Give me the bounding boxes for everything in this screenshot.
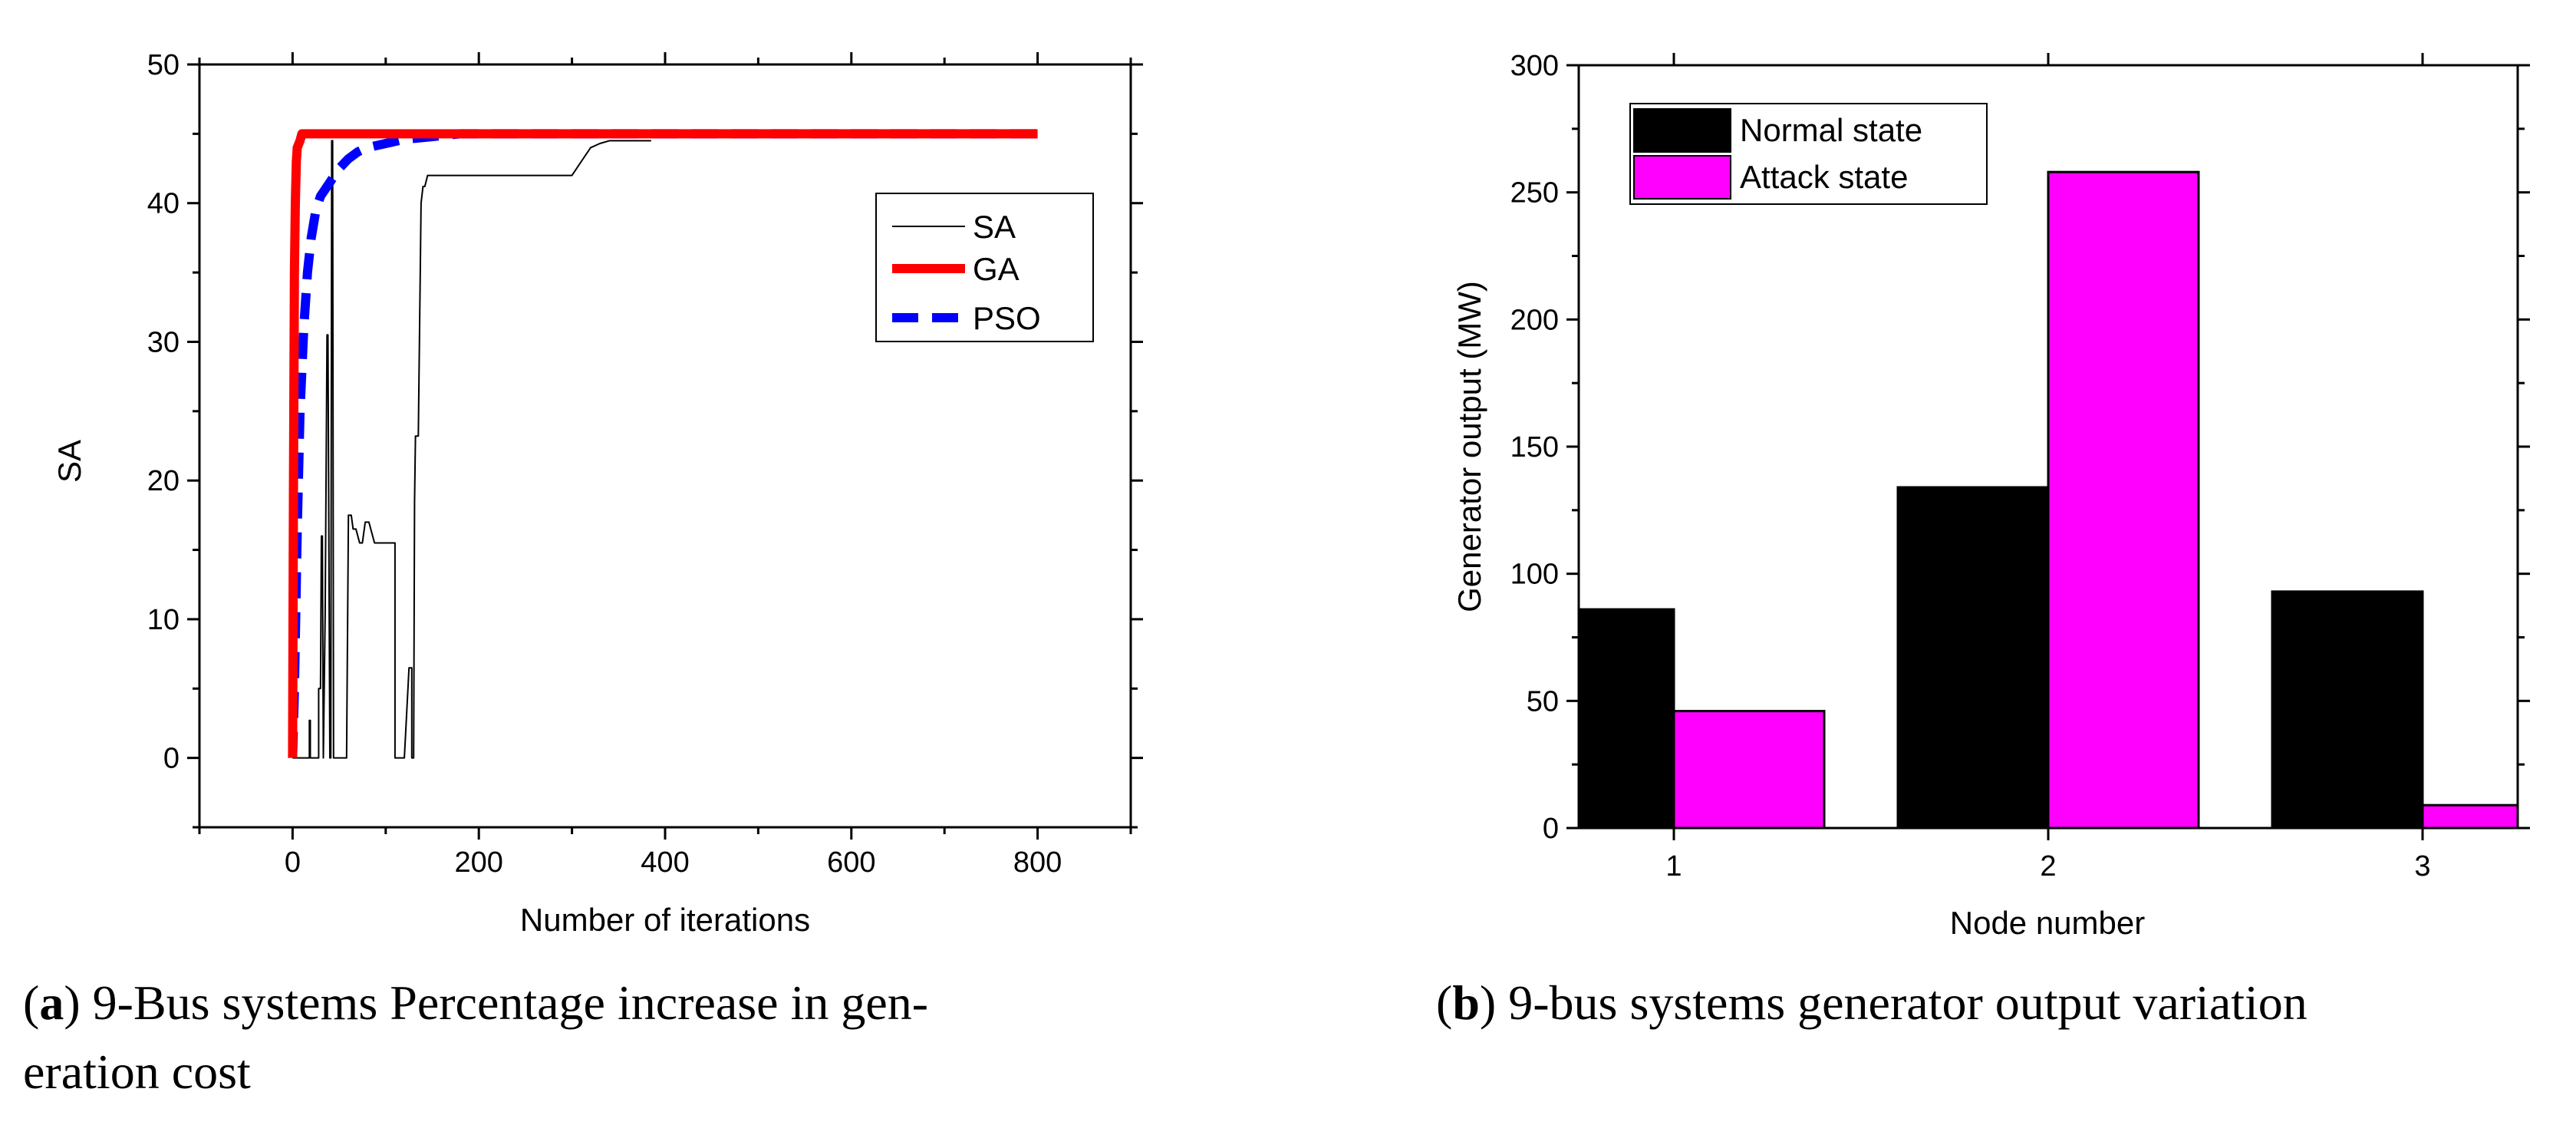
caption-a-text-line2: eration cost bbox=[23, 1044, 251, 1099]
chart-a-plot-frame bbox=[198, 63, 1132, 829]
chart-a-xtick-label: 800 bbox=[1013, 846, 1062, 879]
caption-a-text: 9-Bus systems Percentage increase in gen… bbox=[80, 975, 929, 1030]
chart-a-ytick-label: 50 bbox=[147, 49, 180, 81]
caption-b-text: 9-bus systems generator output variation bbox=[1496, 975, 2308, 1030]
chart-a-xlabel: Number of iterations bbox=[520, 902, 810, 938]
legend-sa-label: SA bbox=[973, 209, 1016, 245]
chart-a-xtick-label: 200 bbox=[454, 846, 502, 879]
chart-a-ytick-label: 40 bbox=[147, 188, 180, 220]
chart-a-xtick-label: 0 bbox=[285, 846, 301, 879]
series-ga-line bbox=[288, 129, 1038, 758]
caption-b: (b) 9-bus systems generator output varia… bbox=[1436, 975, 2308, 1030]
caption-a: (a) 9-Bus systems Percentage increase in… bbox=[23, 975, 929, 1099]
chart-a-ylabel: SA bbox=[51, 440, 87, 483]
chart-a-ytick-label: 30 bbox=[147, 326, 180, 358]
legend-pso-label: PSO bbox=[973, 300, 1041, 336]
chart-a-ytick-label: 10 bbox=[147, 604, 180, 636]
chart-a-xtick-label: 400 bbox=[641, 846, 689, 879]
chart-a-xtick-label: 600 bbox=[827, 846, 875, 879]
legend-ga-label: GA bbox=[973, 251, 1020, 287]
chart-a-ytick-label: 20 bbox=[147, 465, 180, 497]
caption-b-label: b bbox=[1452, 975, 1480, 1030]
chart-a-legend: SA GA PSO bbox=[875, 193, 1094, 342]
series-sa-line bbox=[292, 140, 651, 759]
caption-a-label: a bbox=[39, 975, 64, 1030]
chart-a-ytick-label: 0 bbox=[163, 743, 180, 775]
